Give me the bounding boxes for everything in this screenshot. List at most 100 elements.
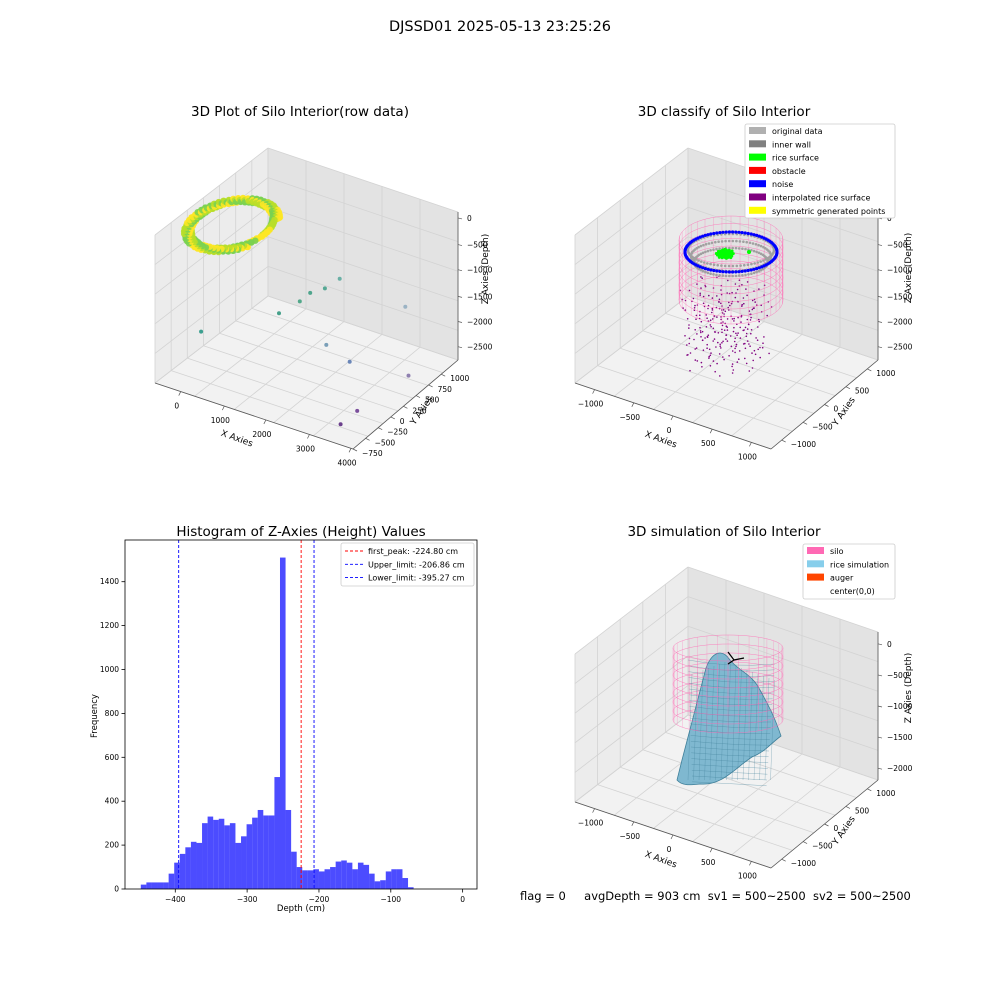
histogram-bar xyxy=(385,871,392,889)
legend-frame xyxy=(340,542,475,587)
y-tick-label: 750 xyxy=(438,385,453,394)
floor-grid-y xyxy=(251,308,444,374)
interpolated-point xyxy=(731,365,733,368)
y-tick xyxy=(428,384,433,388)
noise-point xyxy=(755,233,759,237)
y-tick xyxy=(441,373,446,377)
z-tick-label: −1000 xyxy=(467,266,493,275)
interpolated-point xyxy=(735,345,737,348)
surface-mesh-col xyxy=(693,671,698,781)
outlier-point xyxy=(324,342,329,347)
histogram-bar xyxy=(302,870,308,889)
y-tick-label: −250 xyxy=(387,428,408,437)
wall-point xyxy=(759,268,763,272)
raw-data-3d-panel: 3D Plot of Silo Interior(row data) 0 1000… xyxy=(154,104,493,467)
histogram-bar xyxy=(257,809,264,889)
histogram-bar xyxy=(246,824,253,889)
noise-point xyxy=(718,231,722,235)
y-tick-label: 600 xyxy=(105,753,120,762)
interpolated-point xyxy=(684,309,687,311)
wall-point xyxy=(709,249,712,252)
floor-grid-x xyxy=(692,334,803,423)
y-tick-label: −500 xyxy=(812,842,833,851)
z-tick xyxy=(457,296,463,298)
wall-point xyxy=(744,273,747,277)
interpolated-point xyxy=(711,297,714,299)
interpolated-point xyxy=(716,295,718,297)
interpolated-point xyxy=(742,329,744,332)
interpolated-point xyxy=(720,347,722,349)
x-tick xyxy=(178,391,182,396)
interpolated-point xyxy=(726,318,729,320)
wall-point xyxy=(720,264,723,267)
interpolated-point xyxy=(744,342,746,345)
interpolated-point xyxy=(745,335,748,338)
left-grid-z xyxy=(154,147,269,236)
interpolated-point xyxy=(734,296,737,299)
interpolated-point xyxy=(716,362,718,365)
interpolated-point xyxy=(701,277,703,280)
interpolated-point xyxy=(758,288,760,290)
x-tick xyxy=(631,821,635,826)
interpolated-point xyxy=(733,320,735,322)
floor-grid-y xyxy=(187,357,384,424)
legend-frame xyxy=(744,123,896,219)
back-pane xyxy=(268,148,458,360)
histogram-bar xyxy=(391,869,397,889)
interpolated-point xyxy=(734,347,736,350)
outlier-point xyxy=(355,408,360,413)
y-tick xyxy=(781,858,786,862)
y-tick xyxy=(824,823,829,827)
interpolated-point xyxy=(711,307,714,310)
x-tick xyxy=(592,389,595,394)
interpolated-point xyxy=(712,340,714,342)
wall-point xyxy=(757,269,761,273)
histogram-bar xyxy=(157,882,164,889)
interpolated-point xyxy=(700,320,703,323)
surface-mesh-col xyxy=(726,663,731,781)
histogram-bar xyxy=(268,815,275,889)
z-tick-label: −2500 xyxy=(467,343,493,352)
histogram-bar xyxy=(263,815,269,889)
wall-point xyxy=(768,255,771,259)
interpolated-point xyxy=(727,279,729,282)
interpolated-point xyxy=(744,357,746,360)
interpolated-point xyxy=(741,305,743,307)
interpolated-point xyxy=(714,370,716,373)
back-grid-z xyxy=(267,266,459,331)
x-tick xyxy=(709,848,713,853)
raw-data-xlabel: X Axies xyxy=(219,429,254,450)
noise-point xyxy=(703,267,707,271)
interpolated-point xyxy=(700,331,702,334)
wall-point xyxy=(735,264,739,268)
left-grid-z xyxy=(574,177,689,265)
left-grid-z xyxy=(154,295,269,384)
raw-data-title: 3D Plot of Silo Interior(row data) xyxy=(191,104,409,120)
wall-point xyxy=(704,270,707,274)
histogram-plot: −400 −300 −200 −100 0 0 200 400 600 800 1000 1200 14… xyxy=(100,539,478,904)
noise-point xyxy=(734,270,738,274)
interpolated-point xyxy=(733,326,735,329)
y-tick-label: −1000 xyxy=(791,440,817,449)
left-pane xyxy=(155,148,268,383)
interpolated-point xyxy=(754,353,757,356)
interpolated-point xyxy=(699,294,701,296)
noise-point xyxy=(701,266,705,270)
noise-point xyxy=(698,235,702,239)
interpolated-point xyxy=(749,319,752,321)
y-tick-label: 1000 xyxy=(876,369,895,378)
left-grid-z xyxy=(574,685,689,773)
interpolated-point xyxy=(746,318,749,321)
surface-point xyxy=(263,229,270,236)
simulation-xlabel: X Axies xyxy=(643,850,678,871)
floor-grid-y xyxy=(620,347,814,414)
interpolated-point xyxy=(737,316,739,319)
simulation-legend: silo rice simulation auger center(0,0) xyxy=(802,543,896,600)
y-tick-label: 200 xyxy=(105,841,120,850)
interpolated-point xyxy=(733,317,735,320)
noise-point xyxy=(712,268,716,273)
x-tick-label: −300 xyxy=(237,895,258,904)
wall-point xyxy=(748,241,752,245)
interpolated-point xyxy=(708,294,710,297)
histogram-bar xyxy=(346,862,353,889)
